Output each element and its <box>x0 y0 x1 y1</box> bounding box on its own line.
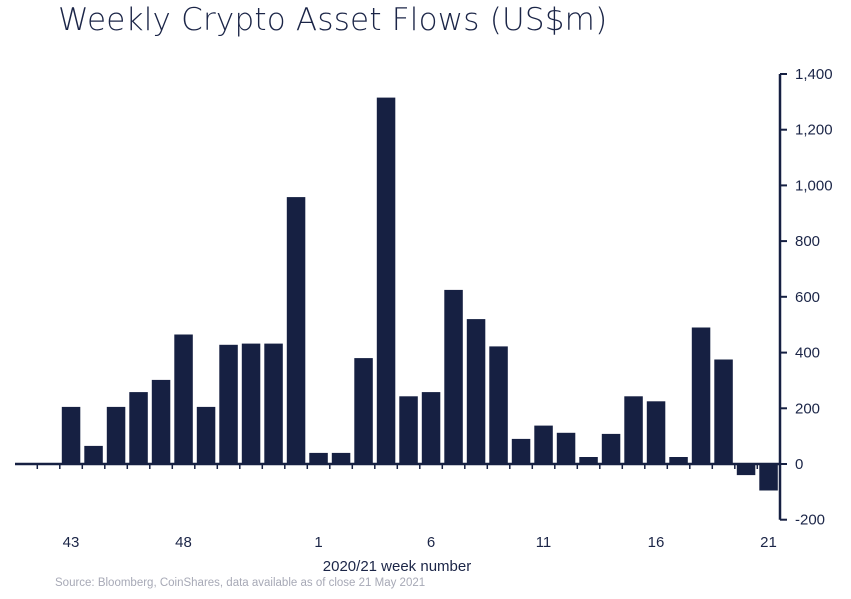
bar-week-18 <box>691 327 711 464</box>
bar-week-49 <box>196 406 216 464</box>
bars-group <box>61 97 778 491</box>
bar-week-16 <box>646 401 666 464</box>
y-tick-label: 1,000 <box>795 177 833 194</box>
bar-week-10 <box>511 438 531 464</box>
bar-week-14 <box>601 433 621 464</box>
y-tick-label: 1,200 <box>795 122 833 139</box>
bar-week-53 <box>286 197 306 464</box>
bar-week-21 <box>759 464 778 491</box>
y-tick-label: 0 <box>795 456 803 473</box>
y-tick-label: 1,400 <box>795 66 833 83</box>
y-tick-label: 600 <box>795 289 820 306</box>
chart-title: Weekly Crypto Asset Flows (US$m) <box>58 2 608 38</box>
y-tick-label: 800 <box>795 233 820 250</box>
bar-week-20 <box>736 464 756 476</box>
bar-week-12 <box>556 432 576 464</box>
bar-week-52 <box>264 343 283 464</box>
bar-week-3 <box>354 358 373 464</box>
bar-week-11 <box>534 425 553 464</box>
bar-week-43 <box>61 406 81 464</box>
bar-week-2 <box>331 452 351 464</box>
bar-week-6 <box>421 392 441 464</box>
bar-week-13 <box>579 457 598 464</box>
x-tick-label: 43 <box>63 534 80 551</box>
bar-week-5 <box>399 396 418 464</box>
bar-week-8 <box>466 319 486 464</box>
y-tick-group: -200 0 200 400 600 800 1,000 1,200 1,400 <box>780 66 833 529</box>
bar-week-4 <box>376 97 396 464</box>
y-tick-label: -200 <box>795 512 825 529</box>
x-tick-label: 1 <box>314 534 322 551</box>
x-tick-label: 11 <box>536 534 552 551</box>
bar-week-19 <box>714 359 733 464</box>
y-tick-label: 200 <box>795 400 820 417</box>
bar-week-46 <box>129 392 148 464</box>
bar-week-45 <box>106 406 126 464</box>
bar-week-48 <box>174 334 193 464</box>
x-tick-label: 16 <box>648 534 665 551</box>
bar-week-15 <box>624 396 643 464</box>
x-tick-label-group: 43 48 1 6 11 16 21 <box>63 534 777 551</box>
source-note: Source: Bloomberg, CoinShares, data avai… <box>55 577 426 589</box>
x-tick-label: 6 <box>427 534 435 551</box>
bar-week-17 <box>669 457 688 464</box>
x-axis-label: 2020/21 week number <box>323 558 471 575</box>
bar-week-51 <box>241 343 261 464</box>
x-tick-label: 48 <box>175 534 192 551</box>
bar-week-7 <box>444 289 463 464</box>
bar-week-9 <box>489 346 508 464</box>
bar-week-1 <box>309 452 328 464</box>
bar-week-47 <box>151 379 171 464</box>
bar-week-44 <box>84 445 103 464</box>
x-tick-label: 21 <box>760 534 777 551</box>
bar-week-50 <box>219 344 238 464</box>
y-tick-label: 400 <box>795 345 820 362</box>
